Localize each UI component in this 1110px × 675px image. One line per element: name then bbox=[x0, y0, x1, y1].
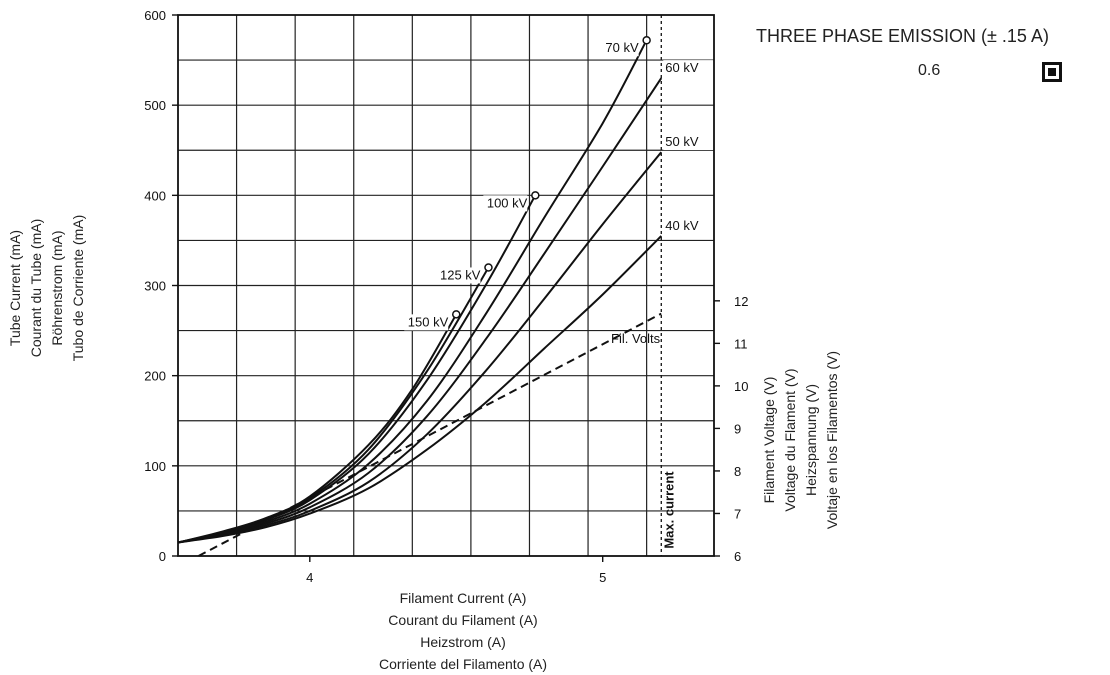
end-marker-150-kv bbox=[452, 310, 461, 319]
curve-label-70-kv: 70 kV bbox=[605, 40, 639, 55]
end-marker-70-kv bbox=[642, 35, 651, 45]
y2-tick-label: 11 bbox=[734, 336, 748, 351]
fil-volts-label: Fil. Volts bbox=[611, 331, 661, 346]
curve-label-40-kv: 40 kV bbox=[665, 218, 699, 233]
y-tick-label: 500 bbox=[144, 98, 166, 113]
curve-label-125-kv: 125 kV bbox=[440, 267, 481, 282]
x-tick-label: 5 bbox=[599, 570, 606, 585]
y2-axis-title-line: Heizspannung (V) bbox=[803, 384, 819, 496]
y2-tick-label: 12 bbox=[734, 294, 748, 309]
legend-title: THREE PHASE EMISSION (± .15 A) bbox=[756, 26, 1049, 46]
y2-tick-label: 8 bbox=[734, 464, 741, 479]
curve-40-kv bbox=[177, 235, 663, 544]
legend-value: 0.6 bbox=[918, 62, 941, 79]
y2-tick-label: 7 bbox=[734, 506, 741, 521]
y2-axis-title-line: Filament Voltage (V) bbox=[761, 377, 777, 504]
grid bbox=[178, 15, 714, 556]
x-axis-title-line: Heizstrom (A) bbox=[420, 634, 506, 650]
y2-tick-label: 6 bbox=[734, 549, 741, 564]
curve-label-50-kv: 50 kV bbox=[665, 134, 699, 149]
y2-tick-label: 9 bbox=[734, 421, 741, 436]
label-bg-40-kv bbox=[663, 217, 714, 234]
label-bg-60-kv bbox=[663, 60, 714, 77]
x-tick-label: 4 bbox=[306, 570, 313, 585]
y-axis-title-line: Röhrenstrom (mA) bbox=[49, 230, 65, 345]
x-axis-title-line: Corriente del Filamento (A) bbox=[379, 656, 547, 672]
y-tick-label: 400 bbox=[144, 188, 166, 203]
y-tick-label: 100 bbox=[144, 459, 166, 474]
max-current-line: Max. current bbox=[660, 15, 676, 556]
label-bg-100-kv bbox=[483, 195, 528, 212]
curves: 40 kV 50 kV 60 kV 70 kV 100 kV 125 kV 150 kV Fi… bbox=[177, 35, 714, 557]
legend-swatch-fill bbox=[1048, 68, 1056, 76]
label-bg-125-kv bbox=[436, 267, 481, 284]
y-axis-title-line: Tube Current (mA) bbox=[7, 230, 23, 346]
label-bg-150-kv bbox=[404, 314, 449, 331]
curve-label-150-kv: 150 kV bbox=[408, 314, 449, 329]
y-tick-label: 600 bbox=[144, 8, 166, 23]
y-axis-title-line: Courant du Tube (mA) bbox=[28, 219, 44, 358]
label-bg-70-kv bbox=[594, 40, 639, 57]
curve-150-kv bbox=[177, 313, 458, 544]
max-current-label: Max. current bbox=[661, 471, 676, 549]
label-bg-50-kv bbox=[663, 134, 714, 151]
curve-100-kv bbox=[177, 194, 537, 544]
axis-titles: Filament Current (A) Courant du Filament … bbox=[7, 215, 840, 672]
curve-label-60-kv: 60 kV bbox=[665, 60, 699, 75]
x-axis-title-line: Filament Current (A) bbox=[400, 590, 527, 606]
legend-swatch bbox=[1042, 62, 1062, 82]
y2-axis-title-line: Voltage du Flament (V) bbox=[782, 368, 798, 511]
y-tick-label: 300 bbox=[144, 279, 166, 294]
y2-axis-title-line: Voltaje en los Filamentos (V) bbox=[824, 351, 840, 529]
end-marker-100-kv bbox=[531, 191, 540, 200]
tick-labels: 0 100 200 300 400 500 600 6 7 8 9 10 11 12 4 5 bbox=[144, 8, 748, 585]
y-tick-label: 200 bbox=[144, 369, 166, 384]
curve-50-kv bbox=[177, 151, 663, 544]
fil-volts-line bbox=[198, 312, 662, 557]
curve-label-100-kv: 100 kV bbox=[487, 195, 528, 210]
y-tick-label: 0 bbox=[159, 549, 166, 564]
y2-tick-label: 10 bbox=[734, 379, 748, 394]
end-marker-125-kv bbox=[484, 263, 493, 272]
y-axis-title-line: Tubo de Corriente (mA) bbox=[70, 215, 86, 362]
x-axis-title-line: Courant du Filament (A) bbox=[388, 612, 537, 628]
